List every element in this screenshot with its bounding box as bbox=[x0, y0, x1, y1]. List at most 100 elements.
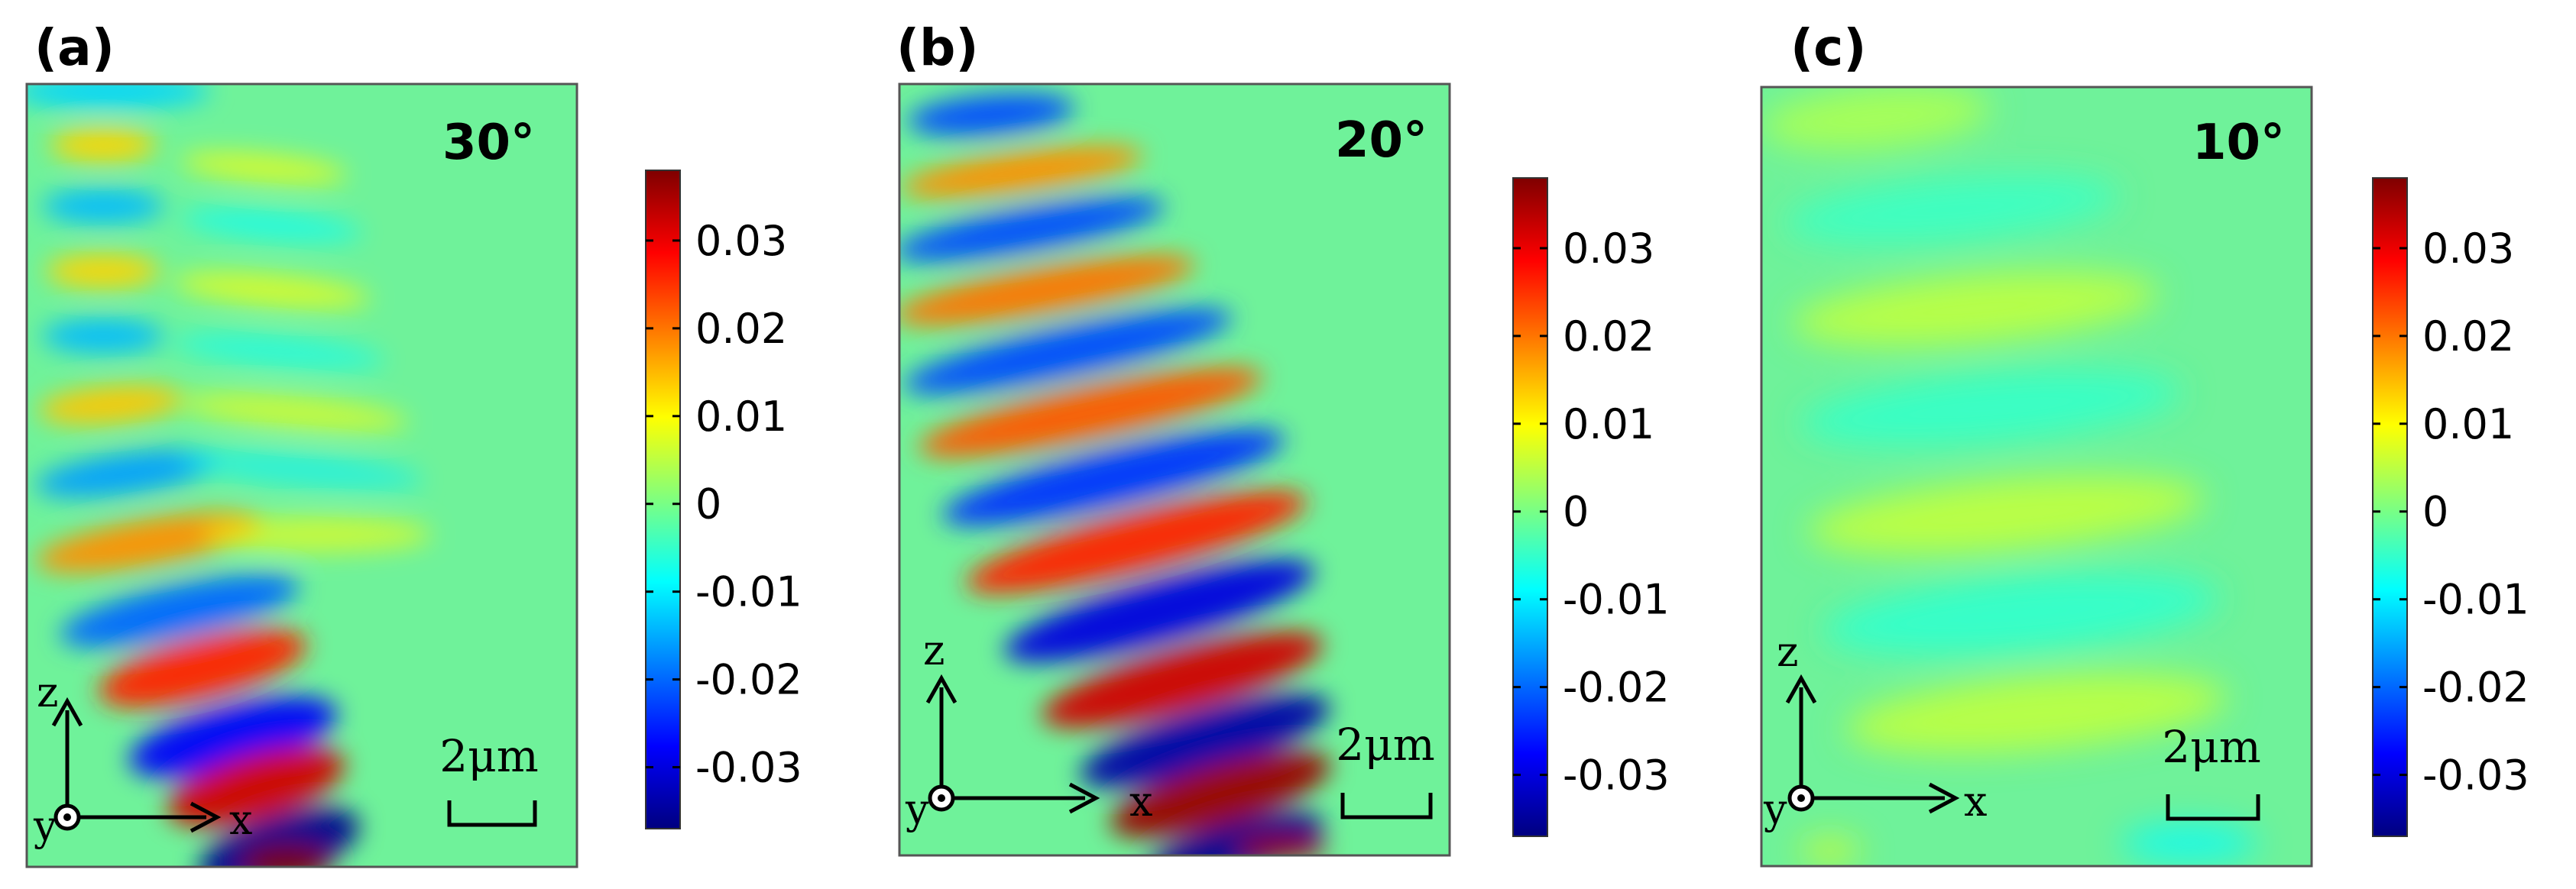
angle-label: 30° bbox=[442, 115, 535, 171]
colorbar: 0.03 0.02 0.01 0 -0.01 -0.02 -0.03 bbox=[2372, 177, 2529, 837]
colorbar-tick-label: -0.03 bbox=[695, 744, 802, 792]
colorbar-tick-label: -0.02 bbox=[2422, 664, 2529, 712]
z-axis-label: z bbox=[923, 626, 945, 674]
field-lobe bbox=[180, 209, 363, 241]
field-lobe bbox=[918, 367, 1263, 457]
colorbar-tick-label: -0.03 bbox=[1563, 752, 1670, 800]
field-lobe bbox=[1784, 175, 2121, 244]
colorbar-tick-label: -0.01 bbox=[1563, 576, 1670, 624]
field-lobe bbox=[98, 629, 307, 708]
colorbar-tick-label: 0.03 bbox=[1563, 225, 1654, 273]
panel-c: (c) 10° z x y 2μm 0.03 0.02 0.01 0 -0.01 -0.0… bbox=[1760, 18, 2529, 868]
axis-triad: z x y bbox=[1763, 628, 1987, 833]
field-lobe bbox=[965, 491, 1307, 593]
angle-label: 20° bbox=[1335, 112, 1427, 169]
y-axis-label: y bbox=[905, 785, 929, 833]
colorbar-tick-label: 0.03 bbox=[2422, 225, 2514, 273]
z-arrow-icon bbox=[925, 674, 957, 704]
field-lobe bbox=[902, 309, 1233, 394]
colorbar-gradient bbox=[1512, 177, 1548, 837]
field-lobe bbox=[241, 844, 332, 867]
axis-triad: z x y bbox=[905, 626, 1152, 833]
panel-letter: (b) bbox=[896, 18, 979, 77]
field-lobe bbox=[35, 450, 217, 497]
colorbar-tick-label: 0.02 bbox=[695, 305, 787, 353]
z-axis-label: z bbox=[1777, 628, 1798, 676]
field-map-frame bbox=[1760, 86, 2313, 868]
panel-letter: (c) bbox=[1790, 18, 1866, 77]
scale-bar-label: 2μm bbox=[2162, 721, 2261, 773]
colorbar-tick-label: 0.01 bbox=[1563, 400, 1654, 448]
y-axis-label: y bbox=[1763, 785, 1787, 833]
z-axis-label: z bbox=[37, 668, 58, 716]
field-lobe bbox=[1823, 574, 2220, 655]
field-lobe bbox=[1110, 751, 1331, 838]
field-map bbox=[899, 93, 1331, 855]
field-lobe bbox=[900, 145, 1143, 199]
field-lobe bbox=[46, 254, 160, 288]
field-lobe bbox=[203, 516, 432, 553]
field-lobe bbox=[36, 512, 262, 573]
colorbar-tick-label: 0 bbox=[695, 480, 721, 529]
field-lobe bbox=[1807, 475, 2205, 554]
field-lobe bbox=[1236, 836, 1327, 855]
field-lobe bbox=[1042, 632, 1323, 728]
field-map-frame bbox=[898, 82, 1451, 857]
panel-letter: (a) bbox=[34, 18, 115, 77]
field-lobe bbox=[1800, 839, 1861, 863]
z-arrow-icon bbox=[51, 697, 83, 727]
field-lobe bbox=[38, 385, 183, 425]
field-lobe bbox=[1792, 271, 2159, 346]
field-lobe bbox=[180, 450, 424, 490]
field-lobe bbox=[42, 319, 164, 353]
field-lobe bbox=[180, 152, 348, 184]
field-lobe bbox=[1761, 87, 1991, 150]
field-lobe bbox=[1003, 560, 1315, 662]
field-lobe bbox=[1080, 694, 1330, 787]
colorbar-tick-label: 0 bbox=[2422, 488, 2448, 536]
x-axis-label: x bbox=[229, 796, 252, 844]
colorbar-tick-label: 0 bbox=[1563, 488, 1589, 536]
field-lobe bbox=[167, 746, 345, 827]
field-lobe bbox=[2121, 825, 2258, 862]
field-lobe bbox=[1800, 370, 2182, 445]
x-axis-label: x bbox=[1964, 777, 1987, 826]
colorbar-tick-label: -0.02 bbox=[1563, 664, 1670, 712]
y-axis-label: y bbox=[33, 802, 57, 850]
z-arrow-icon bbox=[1785, 674, 1817, 704]
scale-bar: 2μm bbox=[1336, 719, 1435, 819]
panel-a: (a) 30° z x y 2μm 0.03 0.02 0.01 0 -0.01 -0.0… bbox=[25, 18, 802, 868]
field-lobe bbox=[172, 273, 371, 308]
colorbar-tick-label: -0.02 bbox=[695, 656, 802, 704]
field-lobe bbox=[1845, 673, 2228, 754]
colorbar: 0.03 0.02 0.01 0 -0.01 -0.02 -0.03 bbox=[1512, 177, 1670, 837]
x-arrow-icon bbox=[1928, 782, 1960, 814]
colorbar-tick-label: 0.01 bbox=[2422, 400, 2514, 448]
scale-bar: 2μm bbox=[439, 730, 539, 827]
x-arrow-icon bbox=[190, 801, 222, 833]
field-lobe bbox=[180, 393, 409, 432]
field-map bbox=[27, 84, 432, 867]
field-lobe bbox=[27, 84, 210, 108]
colorbar: 0.03 0.02 0.01 0 -0.01 -0.02 -0.03 bbox=[645, 170, 802, 829]
field-lobe bbox=[128, 697, 338, 777]
colorbar-tick-label: 0.02 bbox=[1563, 312, 1654, 360]
field-lobe bbox=[50, 128, 157, 162]
scale-bar: 2μm bbox=[2162, 721, 2261, 821]
field-lobe bbox=[907, 93, 1075, 136]
field-lobe bbox=[941, 429, 1285, 525]
colorbar-gradient bbox=[2372, 177, 2408, 837]
panel-b: (b) 20° z x y 2μm 0.03 0.02 0.01 0 -0.01 -0.0… bbox=[896, 18, 1670, 857]
colorbar-tick-label: -0.01 bbox=[695, 568, 802, 616]
x-arrow-icon bbox=[1068, 782, 1100, 814]
field-lobe bbox=[899, 197, 1165, 261]
colorbar-tick-label: 0.03 bbox=[695, 217, 787, 265]
colorbar-tick-label: -0.01 bbox=[2422, 576, 2529, 624]
field-lobe bbox=[60, 574, 300, 648]
field-lobe bbox=[42, 189, 164, 223]
colorbar-tick-label: 0.01 bbox=[695, 393, 787, 441]
field-lobe bbox=[899, 255, 1196, 325]
axis-triad: z x y bbox=[33, 668, 252, 850]
field-lobe bbox=[172, 333, 386, 370]
